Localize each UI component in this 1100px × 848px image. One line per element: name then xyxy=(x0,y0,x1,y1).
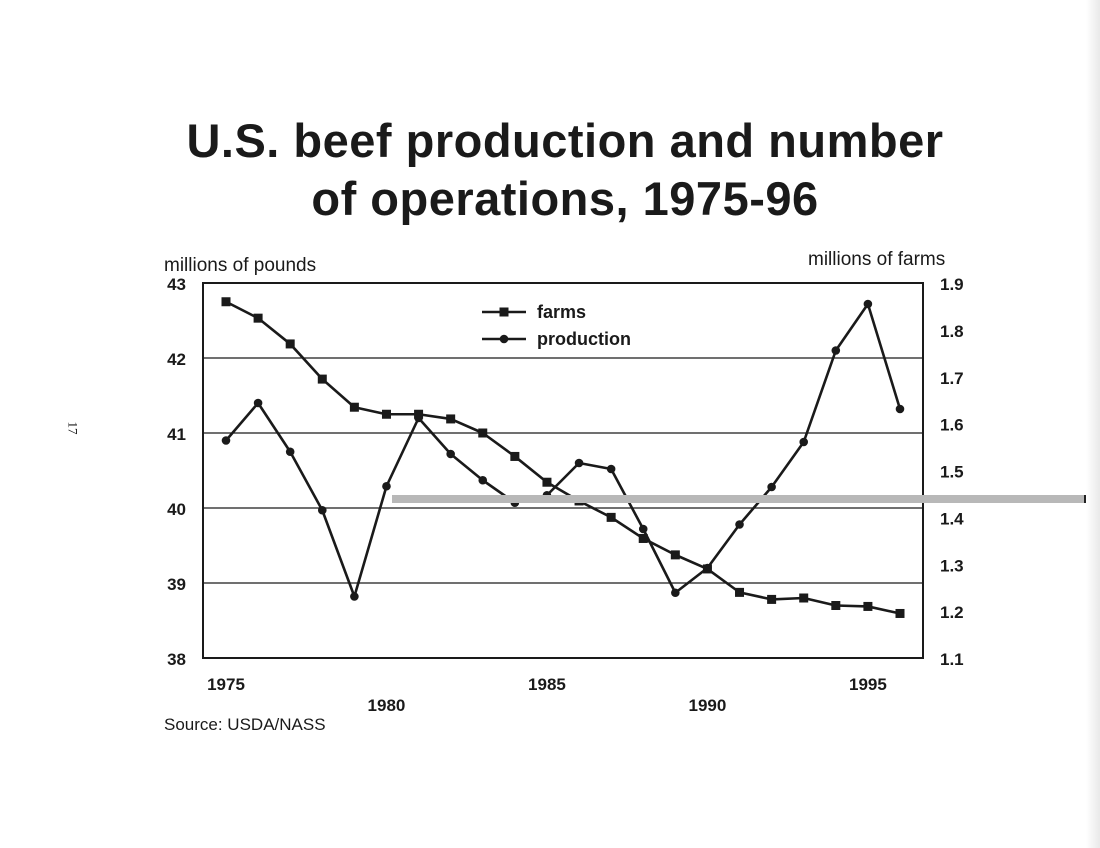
data-point-production xyxy=(350,592,359,601)
chart-title: U.S. beef production and number of opera… xyxy=(140,112,990,228)
left-tick-label: 41 xyxy=(167,425,186,444)
x-tick-label: 1990 xyxy=(689,696,727,715)
data-point-production xyxy=(285,447,295,457)
data-point-farms xyxy=(895,608,905,618)
data-point-farms xyxy=(381,409,391,419)
data-point-farms xyxy=(831,601,841,610)
right-tick-label: 1.4 xyxy=(940,509,964,528)
data-point-production xyxy=(831,346,841,355)
x-tick-label: 1985 xyxy=(528,675,566,694)
data-point-production xyxy=(638,524,648,534)
data-point-production xyxy=(863,299,873,309)
data-point-farms xyxy=(221,297,231,307)
right-tick-label: 1.7 xyxy=(940,369,964,388)
right-tick-label: 1.5 xyxy=(940,463,964,482)
legend-label-production: production xyxy=(537,329,631,349)
left-tick-label: 38 xyxy=(167,650,186,669)
left-tick-label: 39 xyxy=(167,575,186,594)
data-point-production xyxy=(574,458,584,468)
data-point-production xyxy=(382,481,391,491)
data-point-production xyxy=(703,563,712,573)
x-tick-label: 1975 xyxy=(207,675,245,694)
data-point-production xyxy=(799,437,809,447)
data-point-production xyxy=(478,475,488,485)
data-point-production xyxy=(671,588,680,598)
data-point-farms xyxy=(735,587,745,597)
data-point-farms xyxy=(478,428,488,438)
data-point-farms xyxy=(863,601,873,611)
data-point-farms xyxy=(767,594,777,604)
left-tick-label: 40 xyxy=(167,500,186,519)
data-point-farms xyxy=(799,593,809,603)
left-tick-label: 43 xyxy=(167,275,186,294)
data-point-production xyxy=(446,449,455,459)
chart-title-line-2: of operations, 1975-96 xyxy=(311,172,819,225)
x-tick-label: 1980 xyxy=(368,696,406,715)
data-point-farms xyxy=(317,374,327,384)
source-note: Source: USDA/NASS xyxy=(164,715,326,734)
right-tick-label: 1.3 xyxy=(940,556,964,575)
data-point-production xyxy=(414,413,423,423)
series-line-farms xyxy=(225,300,901,615)
plot-frame xyxy=(202,282,924,659)
legend-marker-farms xyxy=(499,307,509,317)
right-tick-label: 1.8 xyxy=(940,322,964,341)
right-tick-label: 1.2 xyxy=(940,603,964,622)
series-line-production xyxy=(225,302,902,598)
data-point-farms xyxy=(349,402,359,412)
data-point-farms xyxy=(670,550,680,560)
left-tick-label: 42 xyxy=(167,350,186,369)
data-point-production xyxy=(606,464,616,474)
data-point-farms xyxy=(638,533,648,543)
data-point-farms xyxy=(542,477,552,487)
data-point-farms xyxy=(446,414,456,424)
right-axis-title: millions of farms xyxy=(808,249,946,270)
data-point-farms xyxy=(285,339,295,349)
scan-edge xyxy=(1086,0,1100,848)
data-point-production xyxy=(895,404,905,414)
legend-label-farms: farms xyxy=(537,302,586,322)
chart-title-line-1: U.S. beef production and number xyxy=(186,114,944,167)
data-point-farms xyxy=(606,512,616,522)
x-tick-label: 1995 xyxy=(849,675,887,694)
left-axis-title: millions of pounds xyxy=(164,255,317,276)
right-tick-label: 1.9 xyxy=(940,275,964,294)
data-point-production xyxy=(253,398,263,408)
legend-marker-production xyxy=(499,334,509,344)
data-point-production xyxy=(735,520,744,529)
data-point-production xyxy=(221,436,231,445)
data-point-farms xyxy=(253,313,263,323)
data-point-production xyxy=(767,482,776,492)
scan-streak xyxy=(392,495,1092,503)
right-tick-label: 1.6 xyxy=(940,416,964,435)
data-point-farms xyxy=(510,451,520,461)
right-tick-label: 1.1 xyxy=(940,650,964,669)
data-point-production xyxy=(317,505,327,515)
